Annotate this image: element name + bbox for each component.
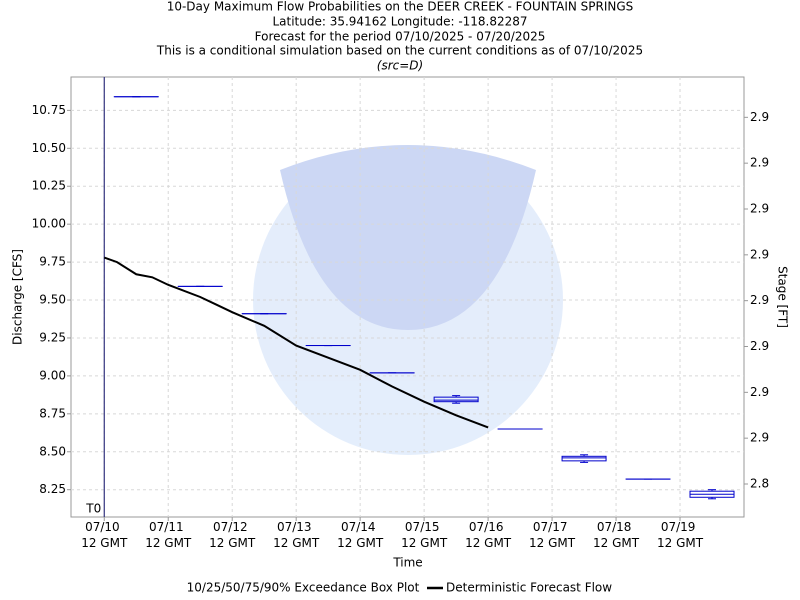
x-tick-time: 12 GMT <box>81 536 128 550</box>
forecast-line <box>103 256 489 429</box>
x-tick-date: 07/12 <box>213 520 251 534</box>
x-tick-time: 12 GMT <box>145 536 192 550</box>
legend-label: 10/25/50/75/90% Exceedance Box Plot <box>187 581 420 595</box>
y2-tick-label: 2.9 <box>750 385 769 399</box>
legend-label: Deterministic Forecast Flow <box>446 581 612 595</box>
box <box>433 396 479 403</box>
y-tick-label: 10.00 <box>32 217 66 231</box>
y-tick-label: 9.00 <box>39 368 66 382</box>
x-tick-label: 07/13 12 GMT <box>273 520 320 550</box>
y-tick-label: 10.50 <box>32 141 66 155</box>
box <box>561 455 607 462</box>
t0-label: T0 <box>85 502 101 516</box>
x-tick-date: 07/11 <box>149 520 187 534</box>
x-tick-label: 07/14 12 GMT <box>337 520 384 550</box>
x-tick-date: 07/15 <box>405 520 443 534</box>
x-tick-label: 07/16 12 GMT <box>465 520 512 550</box>
chart-subtitle: This is a conditional simulation based o… <box>156 44 643 58</box>
x-tick-time: 12 GMT <box>529 536 576 550</box>
x-tick-date: 07/19 <box>661 520 699 534</box>
y2-tick-label: 2.9 <box>750 156 769 170</box>
x-tick-date: 07/13 <box>277 520 315 534</box>
y2-tick-label: 2.9 <box>750 293 769 307</box>
y2-tick-label: 2.8 <box>750 477 769 491</box>
x-tick-time: 12 GMT <box>337 536 384 550</box>
x-tick-time: 12 GMT <box>209 536 256 550</box>
chart-subtitle: Forecast for the period 07/10/2025 - 07/… <box>255 30 546 44</box>
x-tick-time: 12 GMT <box>657 536 704 550</box>
x-tick-time: 12 GMT <box>273 536 320 550</box>
x-tick-label: 07/15 12 GMT <box>401 520 448 550</box>
plot-frame <box>70 76 745 518</box>
y-tick-label: 10.25 <box>32 179 66 193</box>
x-tick-time: 12 GMT <box>465 536 512 550</box>
x-tick-time: 12 GMT <box>593 536 640 550</box>
x-axis-label: Time <box>392 556 422 570</box>
y2-tick-label: 2.9 <box>750 110 769 124</box>
y-tick-label: 8.50 <box>39 444 66 458</box>
source-note: (src=D) <box>377 59 423 73</box>
y-axis-label: Discharge [CFS] <box>11 249 25 345</box>
y-tick-label: 10.75 <box>32 103 66 117</box>
x-tick-label: 07/12 12 GMT <box>209 520 256 550</box>
x-tick-label: 07/11 12 GMT <box>145 520 192 550</box>
y-tick-label: 9.50 <box>39 293 66 307</box>
x-tick-date: 07/16 <box>469 520 507 534</box>
watermark-bird <box>280 145 536 330</box>
y-tick-label: 8.25 <box>39 482 66 496</box>
y2-tick-label: 2.9 <box>750 339 769 353</box>
y-tick-label: 8.75 <box>39 406 66 420</box>
x-tick-label: 07/10 12 GMT <box>81 520 128 550</box>
chart-subtitle: Latitude: 35.94162 Longitude: -118.82287 <box>272 15 527 29</box>
x-tick-label: 07/19 12 GMT <box>657 520 704 550</box>
y2-axis-label: Stage [FT] <box>776 266 790 328</box>
y2-tick-label: 2.9 <box>750 431 769 445</box>
x-tick-label: 07/18 12 GMT <box>593 520 640 550</box>
y2-tick-label: 2.9 <box>750 202 769 216</box>
x-tick-time: 12 GMT <box>401 536 448 550</box>
chart-title: 10-Day Maximum Flow Probabilities on the… <box>167 0 634 14</box>
y-tick-label: 9.75 <box>39 255 66 269</box>
y2-tick-label: 2.9 <box>750 247 769 261</box>
x-tick-date: 07/10 <box>85 520 123 534</box>
y-tick-label: 9.25 <box>39 330 66 344</box>
x-tick-date: 07/17 <box>533 520 571 534</box>
x-tick-date: 07/18 <box>597 520 635 534</box>
x-tick-date: 07/14 <box>341 520 379 534</box>
x-tick-label: 07/17 12 GMT <box>529 520 576 550</box>
